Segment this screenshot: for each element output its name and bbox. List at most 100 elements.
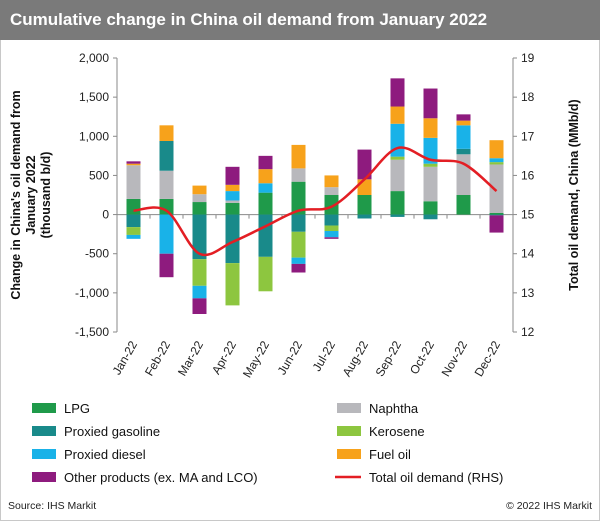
bar-segment-lpg [357, 195, 372, 215]
bar-segment-proxied-diesel [489, 158, 504, 163]
x-tick-label: Feb-22 [142, 338, 173, 378]
bar-segment-fuel-oil [324, 175, 339, 188]
legend-swatch-kerosene [337, 426, 361, 436]
legend-label: Other products (ex. MA and LCO) [64, 470, 258, 485]
bar-segment-fuel-oil [357, 179, 372, 195]
left-tick-label: -1,500 [75, 325, 109, 339]
bar-segment-proxied-diesel [225, 191, 240, 201]
bar-segment-other-products-ex-ma-and-lco [324, 237, 339, 239]
bar-segment-lpg [456, 195, 471, 215]
bar-segment-kerosene [192, 259, 207, 286]
left-tick-label: -500 [85, 247, 109, 261]
bar-segment-naphtha [489, 164, 504, 214]
legend-label: Total oil demand (RHS) [369, 470, 503, 485]
bar-segment-other-products-ex-ma-and-lco [258, 155, 273, 170]
left-tick-label: -1,000 [75, 286, 109, 300]
left-tick-label: 0 [102, 208, 109, 222]
left-tick-label: 500 [89, 168, 109, 182]
bar-segment-naphtha [291, 168, 306, 182]
bar-segment-kerosene [324, 225, 339, 232]
x-tick-label: Mar-22 [175, 338, 206, 378]
legend-label: Proxied diesel [64, 447, 146, 462]
bar-segment-fuel-oil [423, 118, 438, 138]
bar-segment-proxied-diesel [126, 234, 141, 239]
right-tick-label: 18 [521, 90, 535, 104]
x-tick-label: May-22 [240, 338, 272, 380]
bar-segment-lpg [390, 191, 405, 215]
bar-segment-proxied-gasoline [456, 148, 471, 155]
bar-segment-proxied-diesel [324, 231, 339, 238]
bar-segment-naphtha [225, 200, 240, 203]
bar-segment-kerosene [258, 256, 273, 292]
bar-segment-other-products-ex-ma-and-lco [291, 263, 306, 273]
right-tick-label: 12 [521, 325, 535, 339]
total-oil-demand-line [133, 146, 498, 257]
bar-segment-kerosene [390, 156, 405, 160]
bar-segment-naphtha [456, 154, 471, 195]
bar-segment-proxied-gasoline [159, 140, 174, 171]
bar-segment-fuel-oil [291, 144, 306, 169]
bar-segment-lpg [324, 195, 339, 215]
left-tick-label: 1,500 [79, 90, 109, 104]
bar-segment-lpg [258, 192, 273, 215]
bar-segment-proxied-gasoline [225, 214, 240, 264]
bar-segment-naphtha [423, 166, 438, 202]
right-axis-title: Total oil demand, China (MMb/d) [567, 99, 581, 290]
right-tick-label: 16 [521, 168, 535, 182]
legend-label: Naphtha [369, 401, 419, 416]
bar-segment-fuel-oil [456, 120, 471, 126]
bar-segment-naphtha [390, 159, 405, 192]
x-tick-label: Oct-22 [407, 338, 437, 376]
bar-segment-naphtha [126, 165, 141, 199]
bar-segment-proxied-gasoline [357, 214, 372, 219]
bars [126, 78, 504, 314]
legend-swatch-other-products-ex-ma-and-lco [32, 472, 56, 482]
copyright-note: © 2022 IHS Markit [506, 500, 592, 512]
bar-segment-proxied-gasoline [423, 214, 438, 220]
legend-label: Kerosene [369, 424, 425, 439]
legend: LPG Naphtha Proxied gasoline Kerosene Proxie… [32, 401, 503, 485]
right-tick-label: 15 [521, 208, 535, 222]
bar-segment-fuel-oil [192, 185, 207, 195]
bar-segment-proxied-diesel [456, 125, 471, 149]
bar-segment-proxied-gasoline [324, 214, 339, 226]
chart-title: Cumulative change in China oil demand fr… [10, 10, 488, 29]
bar-segment-fuel-oil [159, 125, 174, 141]
bar-segment-lpg [489, 213, 504, 215]
x-tick-label: Sep-22 [373, 338, 405, 379]
bar-segment-lpg [126, 198, 141, 215]
bar-segment-fuel-oil [126, 163, 141, 166]
bar-segment-naphtha [192, 194, 207, 203]
x-tick-label: Jan-22 [110, 338, 141, 377]
legend-swatch-proxied-gasoline [32, 426, 56, 436]
bar-segment-other-products-ex-ma-and-lco [390, 78, 405, 107]
right-tick-label: 17 [521, 129, 535, 143]
bar-segment-proxied-diesel [192, 285, 207, 299]
legend-label: LPG [64, 401, 90, 416]
left-tick-label: 2,000 [79, 51, 109, 65]
x-tick-label: Aug-22 [340, 338, 372, 379]
x-tick-label: Apr-22 [209, 338, 239, 376]
bar-segment-proxied-gasoline [489, 214, 504, 216]
legend-swatch-proxied-diesel [32, 449, 56, 459]
source-note: Source: IHS Markit [8, 500, 97, 512]
bar-segment-lpg [423, 201, 438, 215]
legend-swatch-lpg [32, 403, 56, 413]
right-tick-label: 13 [521, 286, 535, 300]
bar-segment-lpg [159, 198, 174, 215]
title-bar: Cumulative change in China oil demand fr… [0, 0, 600, 40]
right-tick-label: 19 [521, 51, 535, 65]
line-series [133, 146, 498, 257]
bar-segment-proxied-diesel [423, 137, 438, 164]
bar-segment-proxied-diesel [258, 183, 273, 193]
bar-segment-other-products-ex-ma-and-lco [159, 253, 174, 278]
right-tick-label: 14 [521, 247, 535, 261]
bar-segment-kerosene [489, 162, 504, 165]
bar-segment-kerosene [126, 227, 141, 235]
bar-segment-naphtha [159, 170, 174, 199]
bar-segment-proxied-diesel [159, 214, 174, 254]
bar-segment-proxied-gasoline [258, 214, 273, 257]
bar-segment-fuel-oil [225, 184, 240, 192]
bar-segment-proxied-gasoline [192, 214, 207, 260]
left-axis-title: Change in China's oil demand from [9, 90, 23, 299]
